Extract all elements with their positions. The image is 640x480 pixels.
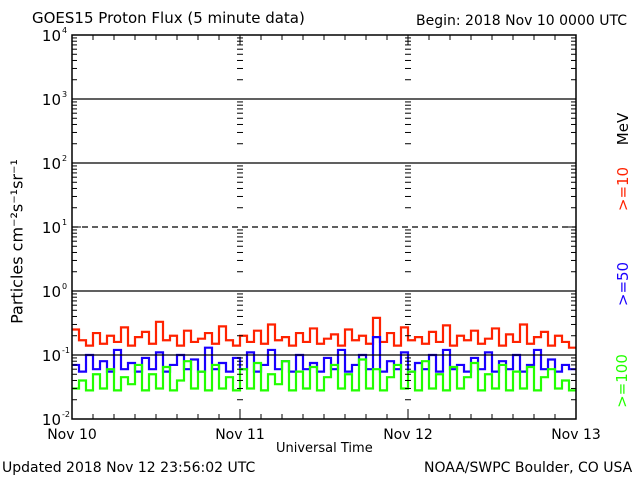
y-tick-exponent: 3 bbox=[62, 90, 67, 99]
y-tick-label: 10 bbox=[42, 411, 61, 429]
y-tick-exponent: 4 bbox=[62, 26, 67, 35]
y-tick-label: 10 bbox=[42, 27, 61, 45]
x-axis-label: Universal Time bbox=[276, 441, 373, 456]
y-tick-exponent: 0 bbox=[62, 282, 67, 291]
begin-label: Begin: 2018 Nov 10 0000 UTC bbox=[416, 13, 627, 29]
chart-title: GOES15 Proton Flux (5 minute data) bbox=[32, 9, 305, 27]
y-tick-exponent: 1 bbox=[62, 218, 67, 227]
series-line-ge10 bbox=[72, 316, 576, 349]
plot-frame bbox=[71, 34, 577, 420]
unit-label: MeV bbox=[614, 112, 632, 146]
y-tick-exponent: -1 bbox=[62, 346, 70, 355]
legend-ge10: >=10 bbox=[614, 166, 632, 212]
x-tick-label: Nov 13 bbox=[551, 427, 601, 443]
y-axis-label: Particles cm⁻²s⁻¹sr⁻¹ bbox=[7, 159, 27, 324]
y-tick-label: 10 bbox=[42, 91, 61, 109]
legend-ge50: >=50 bbox=[614, 261, 632, 307]
y-tick-label: 10 bbox=[42, 155, 61, 173]
y-tick-label: 10 bbox=[42, 347, 61, 365]
series-line-ge100 bbox=[72, 358, 576, 392]
x-tick-label: Nov 11 bbox=[215, 427, 265, 443]
updated-timestamp: Updated 2018 Nov 12 23:56:02 UTC bbox=[2, 460, 256, 476]
x-tick-label: Nov 10 bbox=[47, 427, 97, 443]
y-tick-exponent: -2 bbox=[62, 410, 70, 419]
source-label: NOAA/SWPC Boulder, CO USA bbox=[424, 460, 633, 476]
y-tick-label: 10 bbox=[42, 219, 61, 237]
x-tick-label: Nov 12 bbox=[383, 427, 433, 443]
y-tick-label: 10 bbox=[42, 283, 61, 301]
y-tick-exponent: 2 bbox=[62, 154, 67, 163]
legend-ge100: >=100 bbox=[613, 354, 631, 408]
